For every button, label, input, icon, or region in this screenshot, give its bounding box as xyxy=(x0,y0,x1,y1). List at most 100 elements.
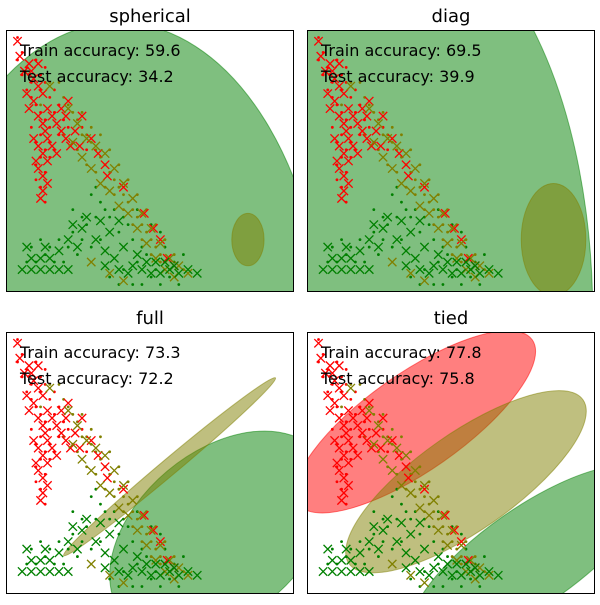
test-point xyxy=(86,257,96,267)
test-point xyxy=(313,338,324,348)
test-point xyxy=(47,413,57,423)
test-point xyxy=(128,495,138,506)
train-point xyxy=(66,103,70,107)
test-point xyxy=(382,514,393,524)
test-point xyxy=(33,465,43,476)
test-point xyxy=(456,268,467,278)
test-point xyxy=(61,111,71,121)
test-point xyxy=(114,264,124,275)
test-point xyxy=(123,510,133,521)
test-point xyxy=(438,566,448,577)
test-point xyxy=(329,435,340,446)
test-point xyxy=(192,570,202,580)
test-point xyxy=(141,540,152,551)
test-point xyxy=(387,465,397,476)
train-point xyxy=(108,577,112,581)
train-point xyxy=(390,125,394,129)
test-point xyxy=(22,242,32,252)
test-point xyxy=(38,420,48,431)
train-point xyxy=(80,517,84,521)
train-point xyxy=(29,125,33,129)
train-point xyxy=(99,200,102,204)
test-point xyxy=(63,405,73,416)
test-point xyxy=(24,59,34,69)
test-point xyxy=(109,163,119,174)
train-point xyxy=(99,133,102,137)
gaussian-ellipse-3 xyxy=(345,390,587,574)
train-point xyxy=(66,547,70,551)
test-point xyxy=(323,544,333,554)
test-point xyxy=(346,264,356,275)
test-point xyxy=(415,216,425,226)
train-point xyxy=(386,148,390,152)
train-point xyxy=(85,148,89,152)
train-point xyxy=(423,193,426,197)
train-point xyxy=(99,502,102,506)
test-point xyxy=(364,103,374,114)
train-point xyxy=(340,405,343,409)
train-point xyxy=(432,283,436,286)
test-point xyxy=(329,73,340,84)
train-point xyxy=(34,178,38,182)
train-point xyxy=(182,253,185,256)
test-point xyxy=(369,439,379,449)
train-point xyxy=(158,532,162,536)
test-point xyxy=(339,450,349,461)
train-point xyxy=(330,547,334,551)
train-point xyxy=(377,253,380,256)
panel-diag: diag Train accuracy: 69.5 Test accuracy: 3… xyxy=(307,6,595,292)
test-point xyxy=(392,536,402,547)
test-point xyxy=(438,208,448,219)
test-point xyxy=(81,435,92,446)
test-point xyxy=(378,152,388,162)
test-point xyxy=(325,103,335,114)
test-point xyxy=(19,368,30,378)
test-point xyxy=(105,570,115,580)
train-point xyxy=(330,427,334,431)
test-point xyxy=(33,383,43,393)
test-point xyxy=(146,223,156,234)
test-point xyxy=(72,544,83,554)
train-point xyxy=(413,178,417,182)
test-point xyxy=(346,555,356,565)
train-point xyxy=(117,230,121,234)
test-point xyxy=(86,435,96,446)
test-point xyxy=(336,264,347,275)
train-point xyxy=(62,562,65,566)
test-point xyxy=(40,428,50,438)
train-point xyxy=(335,178,339,182)
test-point xyxy=(456,234,467,245)
train-point xyxy=(409,215,413,219)
panel-title: diag xyxy=(432,6,471,27)
train-point xyxy=(16,36,19,39)
test-point xyxy=(373,544,384,554)
test-point xyxy=(320,66,331,76)
train-point xyxy=(409,517,413,521)
test-point xyxy=(484,566,494,577)
train-point xyxy=(372,532,376,536)
test-point xyxy=(63,264,73,275)
test-point xyxy=(429,261,439,271)
train-point xyxy=(57,540,61,543)
test-point xyxy=(105,488,115,498)
test-point xyxy=(440,208,450,219)
test-point xyxy=(376,443,386,453)
test-point xyxy=(357,126,367,136)
test-point xyxy=(396,178,407,189)
test-point xyxy=(183,268,193,278)
train-point xyxy=(363,260,366,264)
test-point xyxy=(341,428,351,438)
train-point xyxy=(400,200,403,204)
test-point xyxy=(33,111,43,121)
test-point xyxy=(42,103,53,114)
train-point xyxy=(39,238,42,242)
train-point xyxy=(29,547,33,551)
axes-frame xyxy=(307,332,595,594)
test-point xyxy=(394,450,404,461)
test-point xyxy=(447,570,457,580)
train-point xyxy=(140,585,144,588)
train-point xyxy=(168,275,171,279)
test-point xyxy=(382,435,393,446)
test-point xyxy=(392,234,402,245)
test-point xyxy=(22,88,32,99)
